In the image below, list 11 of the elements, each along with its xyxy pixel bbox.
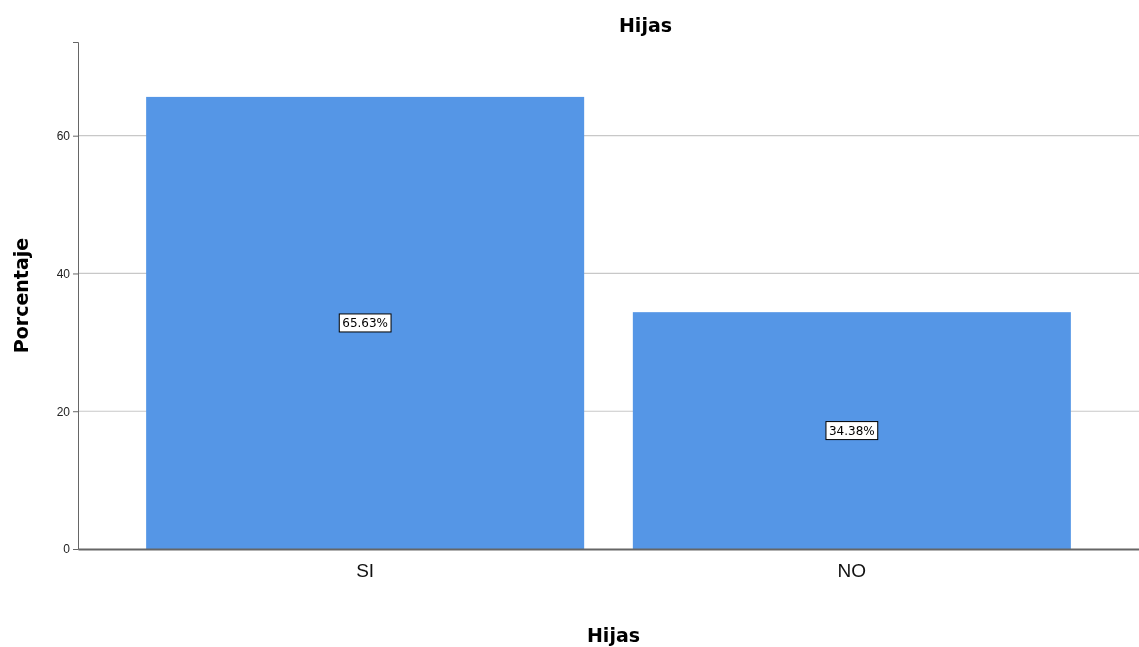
x-axis-title: Hijas: [586, 624, 641, 646]
y-tick-label: 40: [56, 266, 71, 281]
x-tick-label: SI: [356, 559, 375, 581]
y-tick-label: 0: [63, 542, 71, 557]
x-tick-label: NO: [837, 559, 867, 581]
y-tick-label: 60: [56, 129, 71, 144]
y-tick-label: 20: [56, 404, 71, 419]
data-label: 34.38%: [828, 423, 875, 438]
data-label: 65.63%: [342, 315, 389, 330]
y-axis-title: Porcentaje: [10, 237, 32, 354]
chart-title: Hijas: [618, 14, 673, 36]
